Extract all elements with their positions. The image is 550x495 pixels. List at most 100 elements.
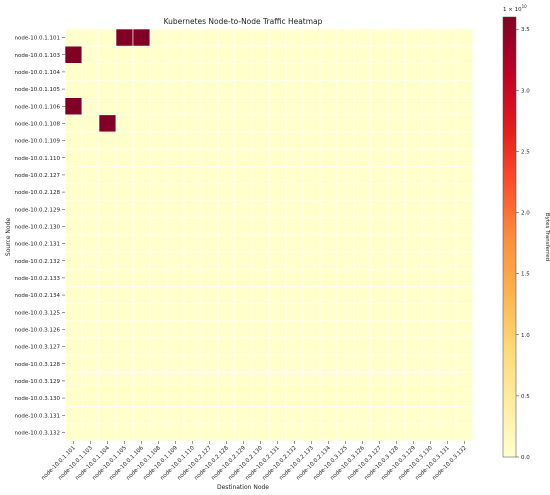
heatmap-cell [149,303,168,322]
heatmap-cell [336,114,355,133]
heatmap-cell [64,354,83,373]
heatmap-cell [183,183,202,201]
heatmap-cell [217,303,236,322]
heatmap-cell [404,354,423,373]
heatmap-cell [268,166,287,184]
heatmap-cell [353,251,372,270]
heatmap-cell [268,372,287,390]
heatmap-cell [166,166,185,184]
heatmap-cell [404,269,423,287]
heatmap-cell [98,251,117,270]
heatmap-cell [319,217,338,236]
heatmap-cell [404,80,423,98]
heatmap-cell [183,234,202,253]
heatmap-cell [115,63,134,81]
heatmap-cell [64,97,83,116]
heatmap-cell [132,148,151,167]
heatmap-cell [353,320,372,339]
heatmap-cell [115,303,134,322]
heatmap-cell [81,423,100,442]
heatmap-cell [387,80,406,98]
y-tick-label: node-10.0.3.127 [15,345,61,351]
heatmap-cell [455,389,474,407]
heatmap-cell [251,114,270,133]
heatmap-cell [370,183,389,201]
heatmap-cell [251,423,270,442]
heatmap-cell [183,269,202,287]
heatmap-cell [302,286,321,304]
heatmap-cell [285,251,304,270]
heatmap-cell [149,269,168,287]
heatmap-cell [370,28,389,47]
heatmap-cell [115,423,134,442]
heatmap-cell [268,234,287,253]
heatmap-cell [285,148,304,167]
heatmap-cell [421,166,440,184]
heatmap-cell [421,97,440,116]
heatmap-cell [268,200,287,219]
heatmap-cell [234,234,253,253]
heatmap-cell [438,28,457,47]
heatmap-cell [421,423,440,442]
heatmap-cell [438,114,457,133]
heatmap-cell [149,114,168,133]
heatmap-cell [234,200,253,219]
heatmap-cell [149,63,168,81]
heatmap-cell [421,114,440,133]
heatmap-cell [251,217,270,236]
heatmap-cell [149,97,168,116]
heatmap-cell [64,423,83,442]
heatmap-cells [64,28,474,442]
heatmap-cell [438,183,457,201]
heatmap-cell [81,80,100,98]
heatmap-cell [285,63,304,81]
heatmap-cell [404,97,423,116]
heatmap-cell [149,183,168,201]
heatmap-cell [183,406,202,425]
heatmap-cell [64,286,83,304]
heatmap-cell [319,166,338,184]
colorbar-tick-label: 2.5 [521,149,530,155]
heatmap-cell [302,200,321,219]
heatmap-cell [285,372,304,390]
heatmap-cell [319,337,338,356]
heatmap-cell [217,286,236,304]
colorbar-tick-label: 1.5 [521,272,530,278]
heatmap-cell [387,97,406,116]
heatmap-cell [98,183,117,201]
heatmap-cell [268,269,287,287]
heatmap-cell [251,97,270,116]
heatmap-cell [438,63,457,81]
heatmap-cell [98,217,117,236]
heatmap-cell [200,97,219,116]
heatmap-cell [166,131,185,150]
heatmap-cell [200,183,219,201]
heatmap-cell [200,217,219,236]
y-tick-label: node-10.0.1.106 [15,104,61,110]
heatmap-cell [387,389,406,407]
heatmap-cell [387,234,406,253]
heatmap-cell [217,406,236,425]
heatmap-cell [149,217,168,236]
heatmap-cell [336,28,355,47]
heatmap-cell [455,269,474,287]
heatmap-cell [353,354,372,373]
heatmap-cell [387,200,406,219]
colorbar: 1 × 1010 Bytes Transferred 0.0 0.5 1.0 1.5 2… [502,4,550,461]
heatmap-cell [319,97,338,116]
heatmap-cell [302,354,321,373]
heatmap-cell [285,354,304,373]
heatmap-cell [132,337,151,356]
heatmap-cell [302,63,321,81]
heatmap-cell [353,234,372,253]
heatmap-cell [64,131,83,150]
heatmap-cell [234,45,253,64]
heatmap-cell [268,423,287,442]
heatmap-cell [234,406,253,425]
heatmap-cell [183,80,202,98]
heatmap-cell [115,114,134,133]
heatmap-cell [149,389,168,407]
heatmap-cell [421,389,440,407]
heatmap-cell [302,406,321,425]
heatmap-cell [200,269,219,287]
